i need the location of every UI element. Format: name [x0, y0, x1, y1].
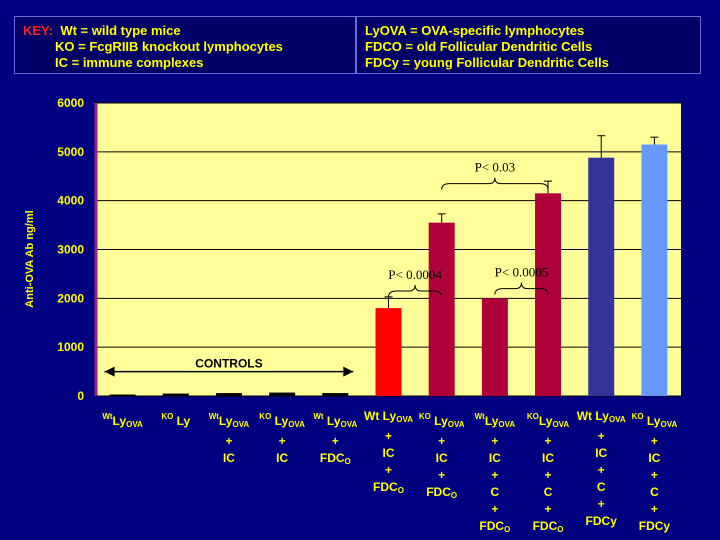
key-item: Wt = wild type mice: [60, 23, 181, 38]
key-item: LyOVA = OVA-specific lymphocytes: [365, 23, 585, 38]
bar: [641, 144, 668, 396]
controls-label: CONTROLS: [195, 357, 262, 371]
arrowhead-left: [104, 366, 115, 377]
p-value-label: P< 0.0005: [495, 265, 549, 280]
y-tick-label: 5000: [57, 145, 84, 159]
p-value-label: P< 0.0004: [388, 267, 442, 282]
key-box-left: KEY: Wt = wild type mice KO = FcgRIIB kn…: [14, 16, 356, 74]
key-heading: KEY:: [23, 23, 54, 38]
bar: [535, 193, 562, 396]
y-tick-label: 4000: [57, 194, 84, 208]
bar: [269, 392, 296, 396]
key-item: FDCy = young Follicular Dendritic Cells: [365, 55, 609, 70]
bar: [322, 393, 349, 396]
y-tick-label: 1000: [57, 340, 84, 354]
p-value-label: P< 0.03: [475, 160, 516, 175]
bar: [428, 222, 455, 396]
key-box-right: LyOVA = OVA-specific lymphocytes FDCO = …: [356, 16, 701, 74]
x-category-label: KO LyOVA + IC: [259, 412, 305, 465]
x-category-label: KOLyOVA + IC + C + FDCO: [526, 412, 570, 534]
x-category-label: Wt LyOVA + IC + C + FDCy: [576, 409, 626, 528]
significance-bracket: [494, 282, 549, 295]
key-item: KO = FcgRIIB knockout lymphocytes: [55, 39, 283, 54]
x-category-label: WtLyOVA: [102, 412, 143, 429]
arrowhead-right: [343, 366, 354, 377]
x-category-label: WtLyOVA + IC: [208, 412, 250, 465]
controls-label-bg: [186, 356, 271, 371]
y-axis-label: Anti-OVA Ab ng/ml: [24, 210, 36, 308]
x-category-label: KO Ly: [161, 412, 191, 428]
y-tick-label: 3000: [57, 243, 84, 257]
y-tick-label: 0: [77, 389, 84, 403]
key-item: IC = immune complexes: [55, 55, 204, 70]
y-tick-label: 2000: [57, 291, 84, 305]
bar: [162, 393, 189, 396]
x-category-label: KO LyOVA + IC + C + FDCy: [631, 412, 678, 533]
significance-bracket: [441, 177, 549, 190]
bar: [375, 308, 402, 396]
bar: [588, 157, 615, 396]
x-category-label: Wt LyOVA + FDCO: [313, 412, 358, 466]
y-tick-label: 6000: [57, 96, 84, 110]
x-category-label: WtLyOVA + IC + C + FDCO: [474, 412, 516, 534]
key-item: FDCO = old Follicular Dendritic Cells: [365, 39, 593, 54]
x-category-label: KO LyOVA + IC + FDCO: [418, 412, 465, 500]
bar: [215, 393, 242, 396]
bar: [481, 298, 508, 396]
bar: [109, 394, 136, 396]
x-category-label: Wt LyOVA + IC + FDCO: [364, 409, 413, 495]
